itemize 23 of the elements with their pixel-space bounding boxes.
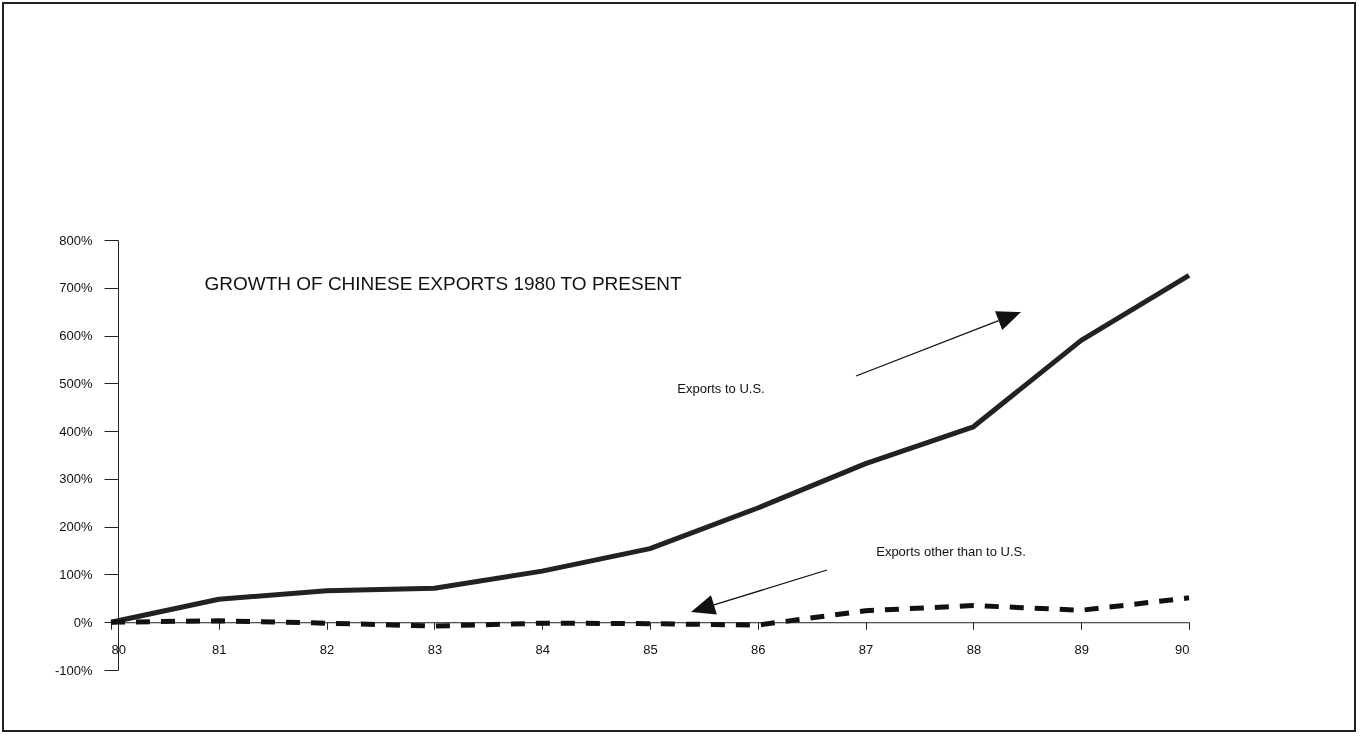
x-tick-label: 86 bbox=[751, 641, 766, 657]
x-tick-label: 85 bbox=[643, 641, 658, 657]
x-tick-label: 89 bbox=[1074, 641, 1089, 657]
y-tick-label: 500% bbox=[59, 375, 93, 391]
x-tick-label: 84 bbox=[535, 641, 550, 657]
y-tick-label: 100% bbox=[59, 566, 93, 582]
y-tick-label: 600% bbox=[59, 328, 93, 344]
y-tick-label: 300% bbox=[59, 471, 93, 487]
y-tick-label: -100% bbox=[54, 662, 93, 678]
y-tick-label: 700% bbox=[59, 280, 93, 296]
x-tick-label: 83 bbox=[427, 641, 443, 657]
annotation: Exports other than to U.S. bbox=[876, 544, 1026, 559]
x-tick-label: 87 bbox=[858, 641, 874, 657]
x-tick-label: 81 bbox=[212, 641, 227, 657]
y-tick-label: 800% bbox=[59, 232, 93, 248]
y-tick-label: 400% bbox=[59, 423, 93, 439]
y-tick-label: 0% bbox=[73, 614, 93, 630]
annotation: Exports to U.S. bbox=[677, 381, 765, 396]
x-tick-label: 82 bbox=[319, 641, 335, 657]
y-tick-label: 200% bbox=[59, 519, 93, 535]
text: GROWTH OF CHINESE EXPORTS 1980 TO PRESENT bbox=[204, 273, 683, 294]
x-tick-label: 88 bbox=[966, 641, 982, 657]
x-tick-label: 90 bbox=[1175, 641, 1190, 657]
